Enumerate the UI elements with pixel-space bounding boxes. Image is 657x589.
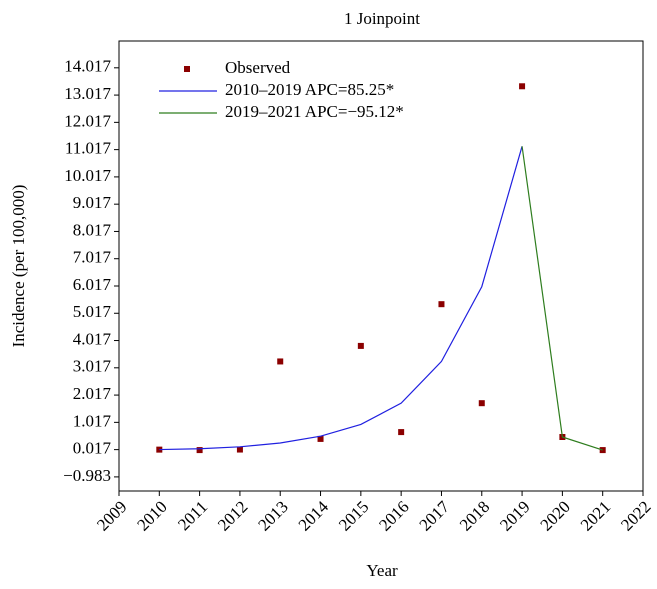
observed-point <box>438 301 445 308</box>
y-tick-label: 14.017 <box>64 57 111 76</box>
x-tick-label: 2019 <box>496 497 533 534</box>
legend-marker <box>184 66 190 72</box>
y-tick-label: 3.017 <box>73 357 112 376</box>
x-tick-label: 2009 <box>93 497 130 534</box>
legend-label: 2010–2019 APC=85.25* <box>225 80 394 99</box>
y-tick-label: 5.017 <box>73 302 112 321</box>
x-tick-label: 2018 <box>456 497 493 534</box>
chart-title: 1 Joinpoint <box>344 9 420 28</box>
x-tick-label: 2020 <box>536 497 573 534</box>
y-tick-label: 11.017 <box>65 139 112 158</box>
y-tick-label: −0.983 <box>63 466 111 485</box>
y-tick-label: 1.017 <box>73 411 112 430</box>
trend-line <box>521 146 603 451</box>
observed-point <box>317 435 324 442</box>
observed-point <box>196 447 203 454</box>
x-tick-label: 2017 <box>416 497 454 535</box>
observed-point <box>398 429 405 436</box>
x-tick-label: 2015 <box>335 497 372 534</box>
x-tick-label: 2016 <box>375 497 412 534</box>
x-tick-label: 2021 <box>577 497 614 534</box>
plot-frame <box>118 40 644 492</box>
y-tick-label: 7.017 <box>73 248 112 267</box>
y-tick-label: 2.017 <box>73 384 112 403</box>
x-tick-label: 2013 <box>254 497 291 534</box>
observed-point <box>277 358 284 365</box>
y-tick-label: 4.017 <box>73 329 112 348</box>
trend-line <box>159 146 523 451</box>
y-tick-label: 10.017 <box>64 166 111 185</box>
x-tick-label: 2010 <box>133 497 170 534</box>
x-tick-label: 2012 <box>214 497 251 534</box>
observed-point <box>357 342 364 349</box>
x-tick-label: 2022 <box>617 497 654 534</box>
y-tick-label: 9.017 <box>73 193 112 212</box>
observed-point <box>236 446 243 453</box>
legend-label: 2019–2021 APC=−95.12* <box>225 102 404 121</box>
x-axis-label: Year <box>366 561 398 580</box>
y-tick-label: 13.017 <box>64 84 111 103</box>
y-tick-label: 8.017 <box>73 220 112 239</box>
legend-label: Observed <box>225 58 291 77</box>
y-tick-label: 12.017 <box>64 111 111 130</box>
y-tick-label: 0.017 <box>73 439 112 458</box>
y-axis-label: Incidence (per 100,000) <box>9 185 28 348</box>
observed-point <box>478 400 485 407</box>
observed-point <box>156 446 163 453</box>
observed-point <box>519 83 526 90</box>
x-tick-label: 2011 <box>174 497 211 534</box>
y-tick-label: 6.017 <box>73 275 112 294</box>
x-tick-label: 2014 <box>295 497 333 535</box>
